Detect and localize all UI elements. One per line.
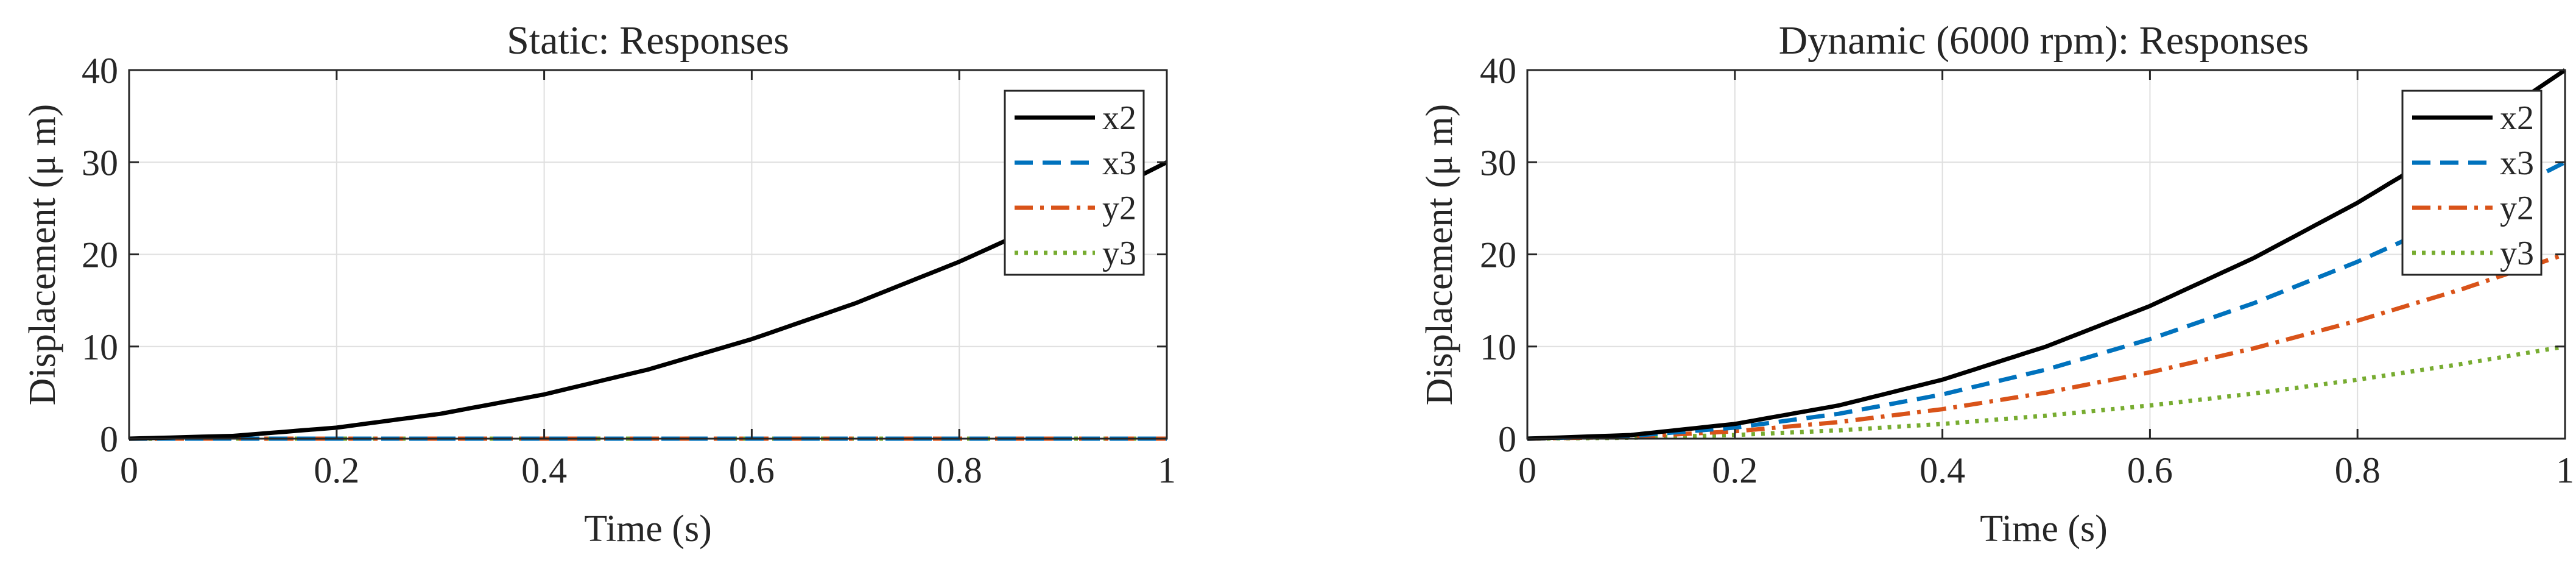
x-tick-label: 0.4 (521, 450, 567, 490)
y-tick-label: 0 (100, 419, 118, 459)
y-tick-label: 20 (1480, 235, 1516, 275)
y-tick-label: 30 (82, 143, 118, 183)
legend-label-y3: y3 (1102, 235, 1136, 272)
chart-title: Dynamic (6000 rpm): Responses (1779, 18, 2309, 63)
x-tick-label: 0.2 (1712, 450, 1758, 490)
x-tick-label: 0.6 (729, 450, 775, 490)
y-tick-label: 10 (82, 327, 118, 367)
x-tick-label: 0.4 (1920, 450, 1965, 490)
y-axis-label: Displacement (μ m) (22, 104, 63, 406)
legend-label-x3: x3 (2500, 144, 2534, 182)
y-tick-label: 20 (82, 235, 118, 275)
series-line-x2 (128, 160, 1168, 441)
y-tick-label: 10 (1480, 327, 1516, 367)
series-line-x2 (1527, 68, 2566, 441)
x-tick-label: 1 (2556, 450, 2574, 490)
plot-lines (1527, 68, 2566, 441)
legend-label-x2: x2 (1102, 99, 1136, 137)
series-line-x3 (1527, 160, 2566, 441)
x-axis-label: Time (s) (1980, 508, 2108, 550)
y-axis-label: Displacement (μ m) (1419, 104, 1460, 406)
y-tick-label: 40 (82, 51, 118, 91)
x-tick-label: 0.8 (2335, 450, 2381, 490)
y-tick-label: 30 (1480, 143, 1516, 183)
y-tick-label: 0 (1498, 419, 1516, 459)
legend: x2 x3 y2 y3 (1004, 90, 1145, 276)
legend-label-y2: y2 (1102, 189, 1136, 227)
chart-panel-static: Static: Responses Time (s) Displacement … (22, 18, 1176, 550)
x-tick-label: 0.2 (314, 450, 359, 490)
x-tick-label: 0.6 (2127, 450, 2173, 490)
chart-title: Static: Responses (507, 18, 789, 63)
legend-box (1004, 90, 1145, 276)
x-tick-label: 1 (1158, 450, 1176, 490)
legend-label-y2: y2 (2500, 189, 2534, 227)
legend-label-x3: x3 (1102, 144, 1136, 182)
legend-label-y3: y3 (2500, 235, 2534, 272)
y-tick-label: 40 (1480, 51, 1516, 91)
legend: x2 x3 y2 y3 (2401, 90, 2543, 276)
legend-label-x2: x2 (2500, 99, 2534, 137)
legend-box (2401, 90, 2543, 276)
x-tick-label: 0 (1518, 450, 1536, 490)
series-line-y3 (1527, 344, 2566, 441)
x-tick-label: 0 (120, 450, 138, 490)
chart-panel-dynamic: Dynamic (6000 rpm): Responses Time (s) D… (1419, 18, 2574, 550)
x-tick-label: 0.8 (937, 450, 982, 490)
x-axis-label: Time (s) (584, 508, 712, 550)
series-line-y2 (1527, 252, 2566, 441)
